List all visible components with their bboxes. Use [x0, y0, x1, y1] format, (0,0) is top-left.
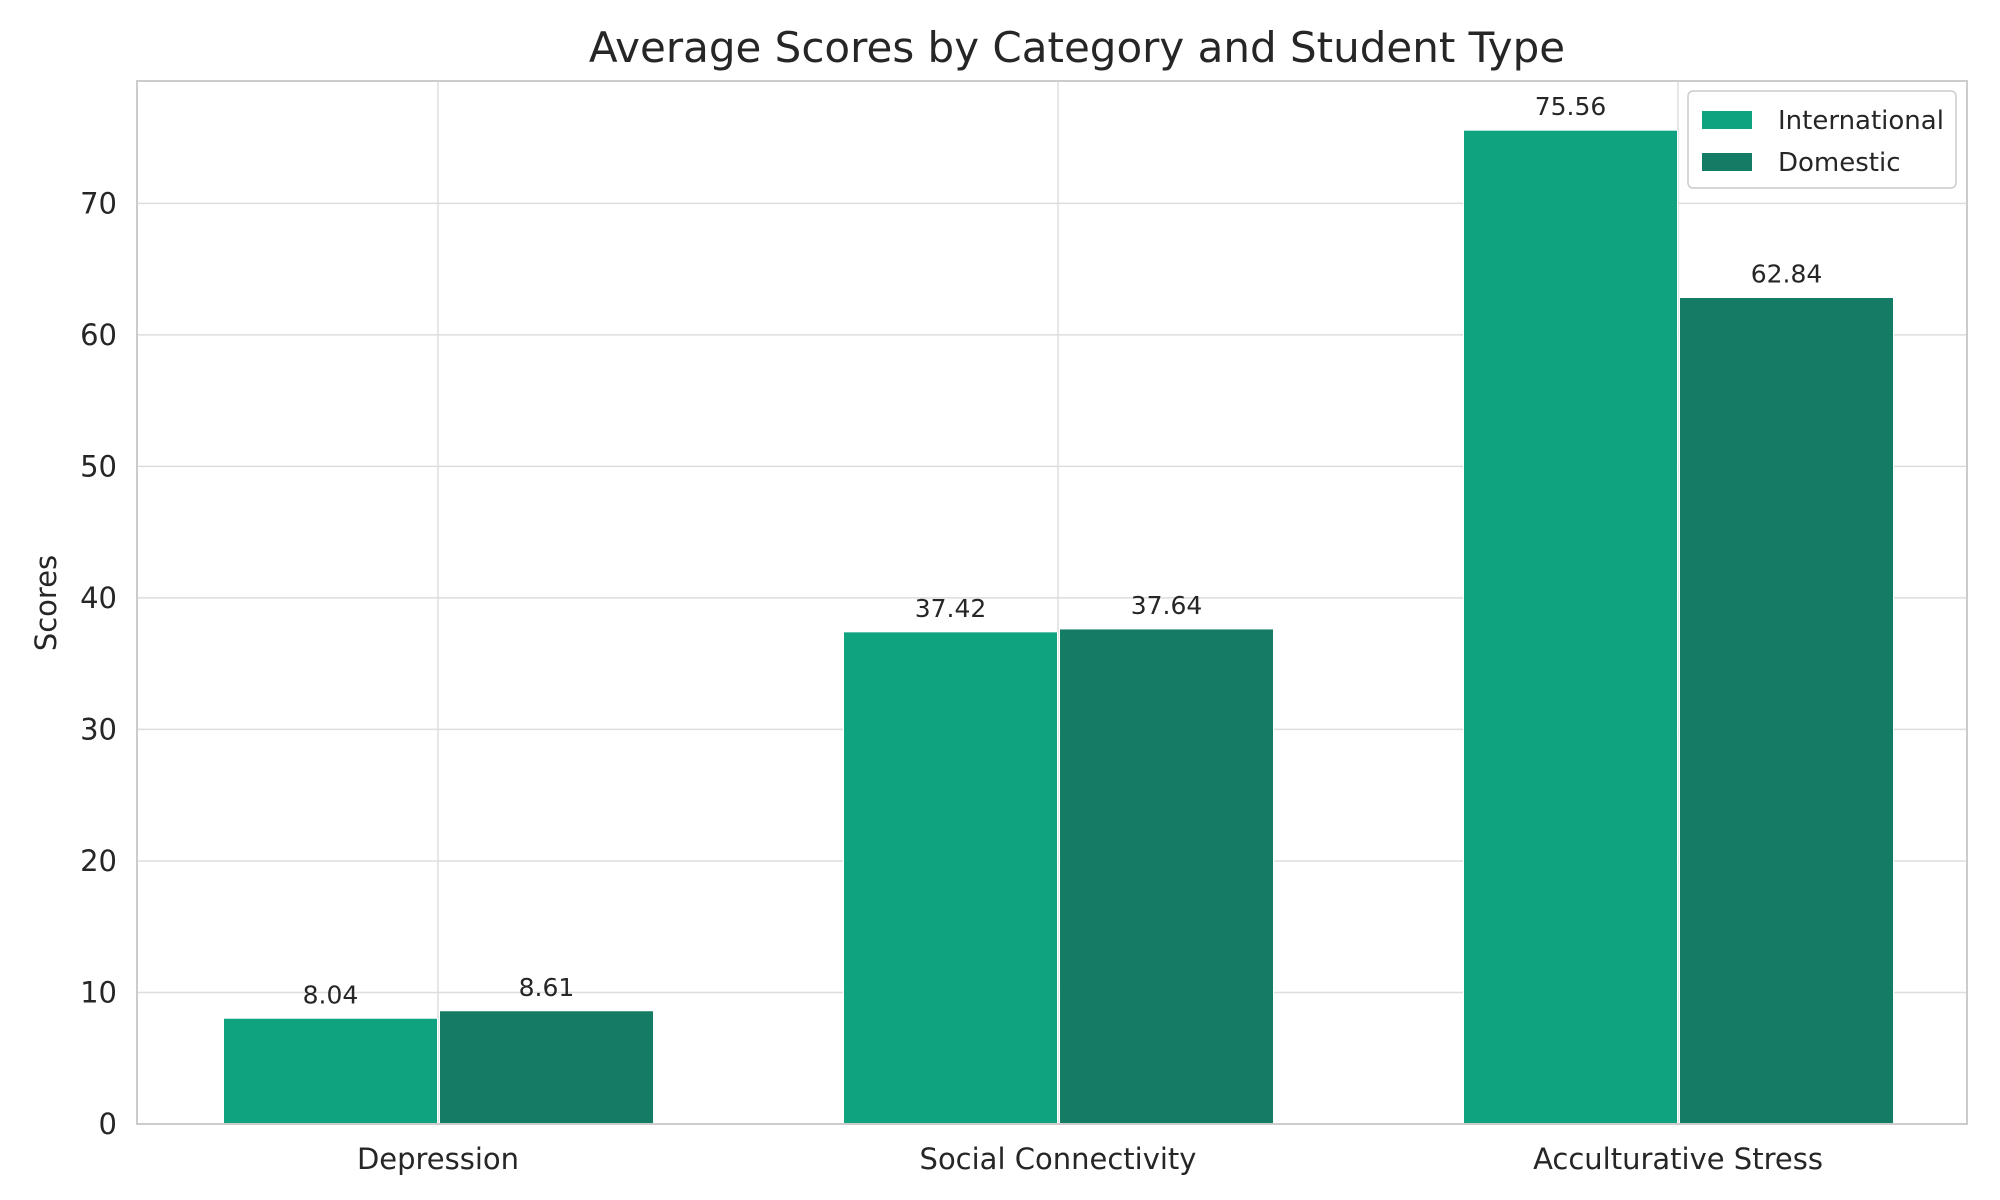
bars-layer [223, 129, 1894, 1125]
y-axis-label: Scores [29, 555, 63, 651]
bar-international-0 [223, 1017, 438, 1125]
data-label: 75.56 [1535, 92, 1607, 121]
legend-label: International [1778, 106, 1944, 136]
y-tick-label: 30 [80, 712, 117, 746]
legend-swatch [1702, 153, 1752, 171]
legend-swatch [1702, 111, 1752, 129]
y-tick-label: 20 [80, 844, 117, 878]
plot-frame [136, 80, 1968, 1125]
y-tick-label: 60 [80, 318, 117, 352]
labels-layer: 0 10 20 30 40 50 60 70 Depression Social Connecti… [80, 92, 1823, 1176]
y-tick-label: 70 [80, 186, 117, 220]
bar-domestic-2 [1679, 296, 1894, 1125]
bar-international-2 [1463, 129, 1678, 1125]
x-tick-label: Depression [357, 1142, 519, 1176]
y-tick-label: 40 [80, 581, 117, 615]
legend: International Domestic [1687, 90, 1957, 189]
y-tick-label: 50 [80, 449, 117, 483]
chart-title: Average Scores by Category and Student T… [589, 23, 1565, 72]
data-label: 8.61 [519, 973, 575, 1002]
bar-international-1 [843, 631, 1058, 1125]
y-tick-label: 10 [80, 975, 117, 1009]
data-label: 62.84 [1751, 259, 1823, 288]
bar-domestic-0 [439, 1010, 654, 1125]
legend-label: Domestic [1778, 148, 1901, 178]
x-tick-label: Acculturative Stress [1533, 1142, 1823, 1176]
y-tick-label: 0 [99, 1107, 117, 1141]
data-label: 37.42 [915, 594, 987, 623]
bar-domestic-1 [1059, 628, 1274, 1125]
data-label: 37.64 [1131, 591, 1203, 620]
data-label: 8.04 [303, 980, 359, 1009]
legend-box [1687, 90, 1957, 189]
x-tick-label: Social Connectivity [920, 1142, 1197, 1176]
